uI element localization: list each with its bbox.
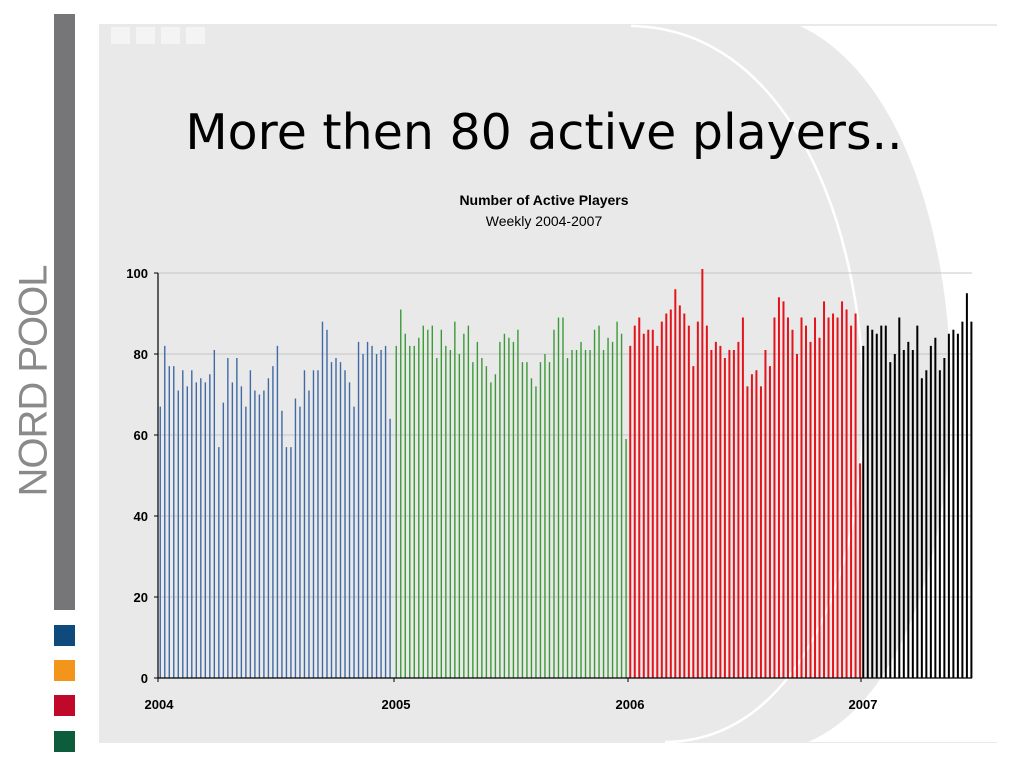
chart-title: Number of Active Players [459,192,629,208]
grid-layer [158,272,972,598]
x-tick-label: 2006 [616,697,645,712]
decor-square [161,27,180,44]
chart-subtitle: Weekly 2004-2007 [485,213,603,229]
color-swatch-green [54,731,75,752]
slide-title: More then 80 active players.. [185,104,903,161]
x-tick-label: 2004 [145,697,175,712]
y-tick-label: 20 [134,590,148,605]
bars-layer [159,268,973,678]
x-tick-label: 2005 [382,697,411,712]
decor-square [186,27,205,44]
x-tick-label: 2007 [849,697,878,712]
y-tick-label: 40 [134,509,148,524]
decor-square [111,27,130,44]
y-tick-label: 0 [141,671,148,686]
y-tick-label: 80 [134,347,148,362]
decor-layer [111,24,997,744]
label-layer: 0 20 40 60 80 100 2004 2005 2006 2007 [126,266,877,712]
left-accent-bar [54,14,75,610]
color-swatch-red [54,695,75,716]
color-swatch-orange [54,660,75,681]
axis-layer [154,272,972,682]
color-swatch-blue [54,625,75,646]
y-tick-label: 100 [126,266,148,281]
y-tick-label: 60 [134,428,148,443]
decor-arc-fill [800,26,997,742]
decor-square [136,27,155,44]
